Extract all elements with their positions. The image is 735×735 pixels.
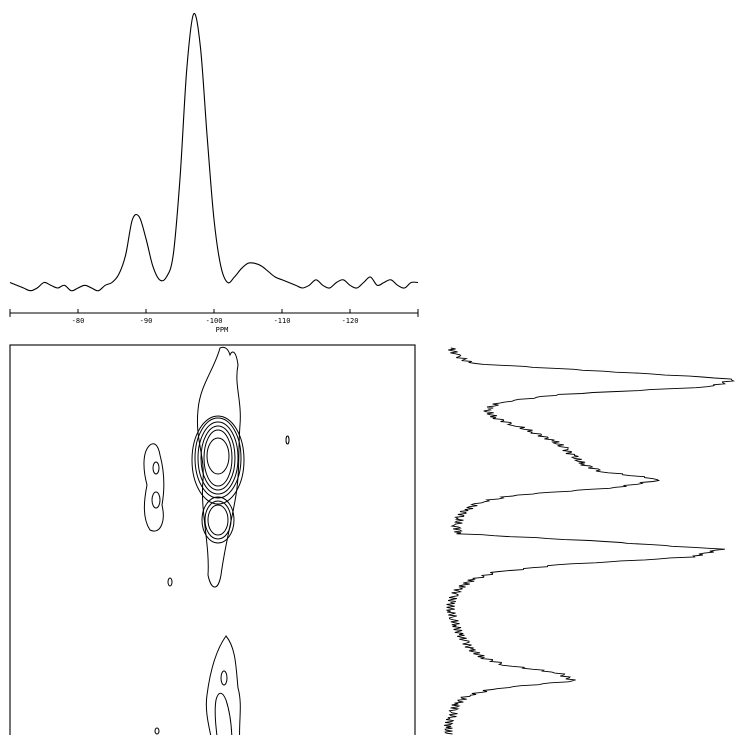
ppm-axis-label: PPM: [216, 326, 229, 334]
contour-core: [206, 437, 230, 475]
contour-lower-peak: [205, 635, 241, 735]
ppm-tick-label: -110: [274, 317, 291, 325]
ppm-tick-label: -120: [342, 317, 359, 325]
contour-map-panel: [9, 344, 416, 735]
ppm-tick-label: -90: [140, 317, 153, 325]
top-projection-panel: -80 -90 -100 -110 -120 PPM: [9, 12, 419, 334]
right-projection-panel: [443, 347, 735, 735]
contour-ring: [203, 429, 233, 487]
contour-ring: [207, 504, 229, 536]
ppm-axis-ticks: -80 -90 -100 -110 -120: [72, 309, 359, 325]
contour-speck: [167, 577, 173, 587]
contour-side-peak: [143, 443, 165, 532]
contour-ring: [194, 417, 242, 499]
top-projection-trace: [9, 12, 419, 292]
contour-speck: [154, 727, 160, 735]
contour-map-frame: [9, 344, 416, 735]
contour-lines: [143, 346, 290, 735]
contour-lower-inner: [220, 670, 228, 686]
contour-ring: [204, 500, 232, 540]
contour-ring: [200, 425, 236, 491]
contour-ring: [201, 496, 235, 544]
contour-side-inner: [152, 461, 160, 475]
contour-speck: [285, 435, 290, 445]
contour-ring: [197, 421, 239, 495]
ppm-tick-label: -80: [72, 317, 85, 325]
contour-side-inner: [151, 491, 161, 509]
contour-lower-inner: [214, 692, 233, 735]
ppm-tick-label: -100: [206, 317, 223, 325]
right-projection-trace: [443, 347, 735, 735]
contour-ring: [191, 415, 245, 505]
